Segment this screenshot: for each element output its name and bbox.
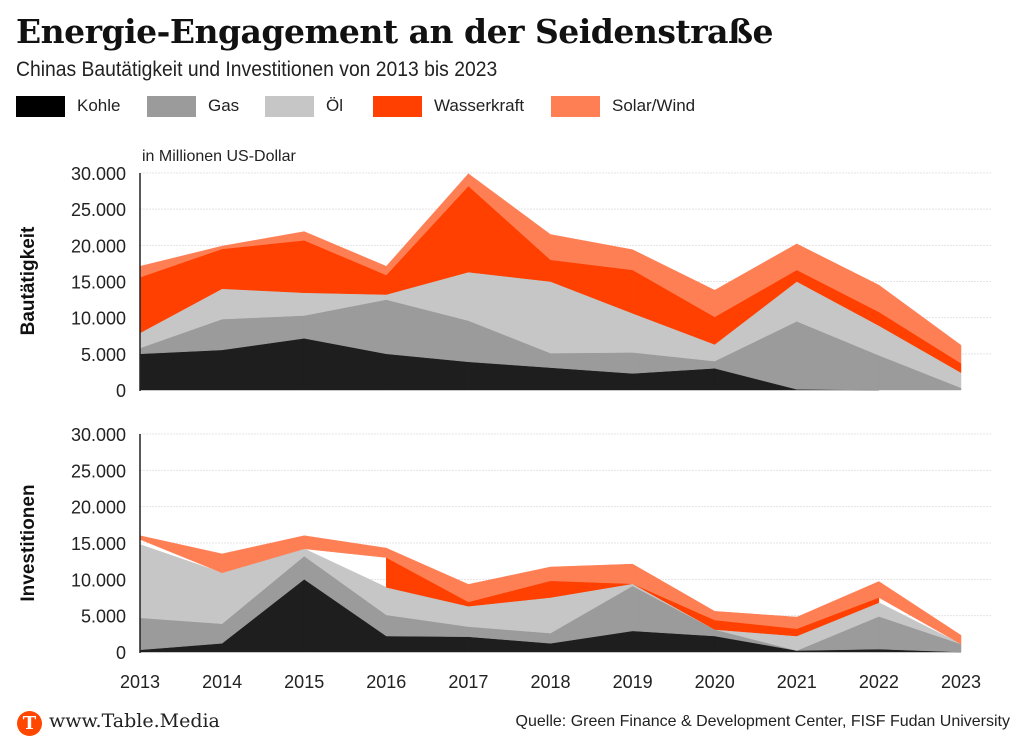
y-tick-label: 0: [116, 643, 126, 663]
y-tick-label: 10.000: [71, 309, 126, 329]
x-tick-label: 2021: [777, 672, 817, 692]
x-tick-label: 2015: [284, 672, 324, 692]
area-solar-wind-2015: [303, 535, 387, 558]
legend-label: Solar/Wind: [612, 96, 696, 115]
area-solar-wind-2018: [550, 563, 633, 584]
footer-source: Quelle: Green Finance & Development Cent…: [515, 713, 1010, 730]
footer-url[interactable]: www.Table.Media: [49, 710, 220, 732]
y-tick-label: 15.000: [71, 534, 126, 554]
y-tick-label: 5.000: [81, 345, 126, 365]
y-tick-label: 20.000: [71, 236, 126, 256]
unit-note: in Millionen US-Dollar: [142, 148, 297, 165]
x-tick-label: 2023: [941, 672, 981, 692]
x-tick-label: 2014: [202, 672, 242, 692]
legend-swatch-gas: [147, 95, 196, 117]
legend-swatch-solar-wind: [551, 95, 600, 117]
legend-item-oel: Öl: [265, 94, 343, 118]
area-kohle-2013: [139, 349, 223, 391]
area-solar-wind-2022: [878, 581, 962, 645]
y-tick-label: 30.000: [71, 425, 126, 445]
area-solar-wind-2022: [878, 284, 962, 364]
x-tick-label: 2019: [613, 672, 653, 692]
y-tick-label: 0: [116, 381, 126, 401]
area-öl-2022: [878, 602, 962, 645]
x-tick-label: 2020: [695, 672, 735, 692]
legend-item-solar-wind: Solar/Wind: [551, 94, 695, 118]
y-tick-label: 20.000: [71, 498, 126, 518]
x-tick-label: 2013: [120, 672, 160, 692]
area-öl-2014: [221, 288, 305, 320]
x-tick-label: 2017: [448, 672, 488, 692]
legend-label: Wasserkraft: [434, 96, 525, 115]
legend-item-kohle: Kohle: [16, 94, 120, 118]
y-tick-label: 15.000: [71, 273, 126, 293]
chart-subtitle: Chinas Bautätigkeit und Investitionen vo…: [16, 58, 498, 81]
y-tick-label: 25.000: [71, 461, 126, 481]
y-tick-label: 10.000: [71, 570, 126, 590]
y-axis-title: Investitionen: [18, 484, 39, 601]
table-media-logo-icon: T: [17, 711, 42, 736]
legend-swatch-oel: [265, 95, 314, 117]
legend-swatch-kohle: [16, 95, 65, 117]
y-tick-label: 5.000: [81, 607, 126, 627]
x-tick-label: 2016: [366, 672, 406, 692]
legend-label: Kohle: [77, 96, 121, 115]
x-tick-label: 2022: [859, 672, 899, 692]
y-tick-label: 25.000: [71, 200, 126, 220]
legend-swatch-wasserkraft: [373, 95, 422, 117]
legend-item-wasserkraft: Wasserkraft: [373, 94, 524, 118]
legend-label: Gas: [208, 96, 240, 115]
area-kohle-2016: [386, 635, 469, 653]
y-axis-title: Bautätigkeit: [18, 226, 39, 335]
legend-item-gas: Gas: [147, 94, 239, 118]
chart-title: Energie-Engagement an der Seidenstraße: [16, 12, 774, 51]
x-tick-label: 2018: [530, 672, 570, 692]
y-tick-label: 30.000: [71, 164, 126, 184]
area-wasserkraft-2014: [221, 240, 305, 293]
legend-label: Öl: [326, 96, 343, 115]
